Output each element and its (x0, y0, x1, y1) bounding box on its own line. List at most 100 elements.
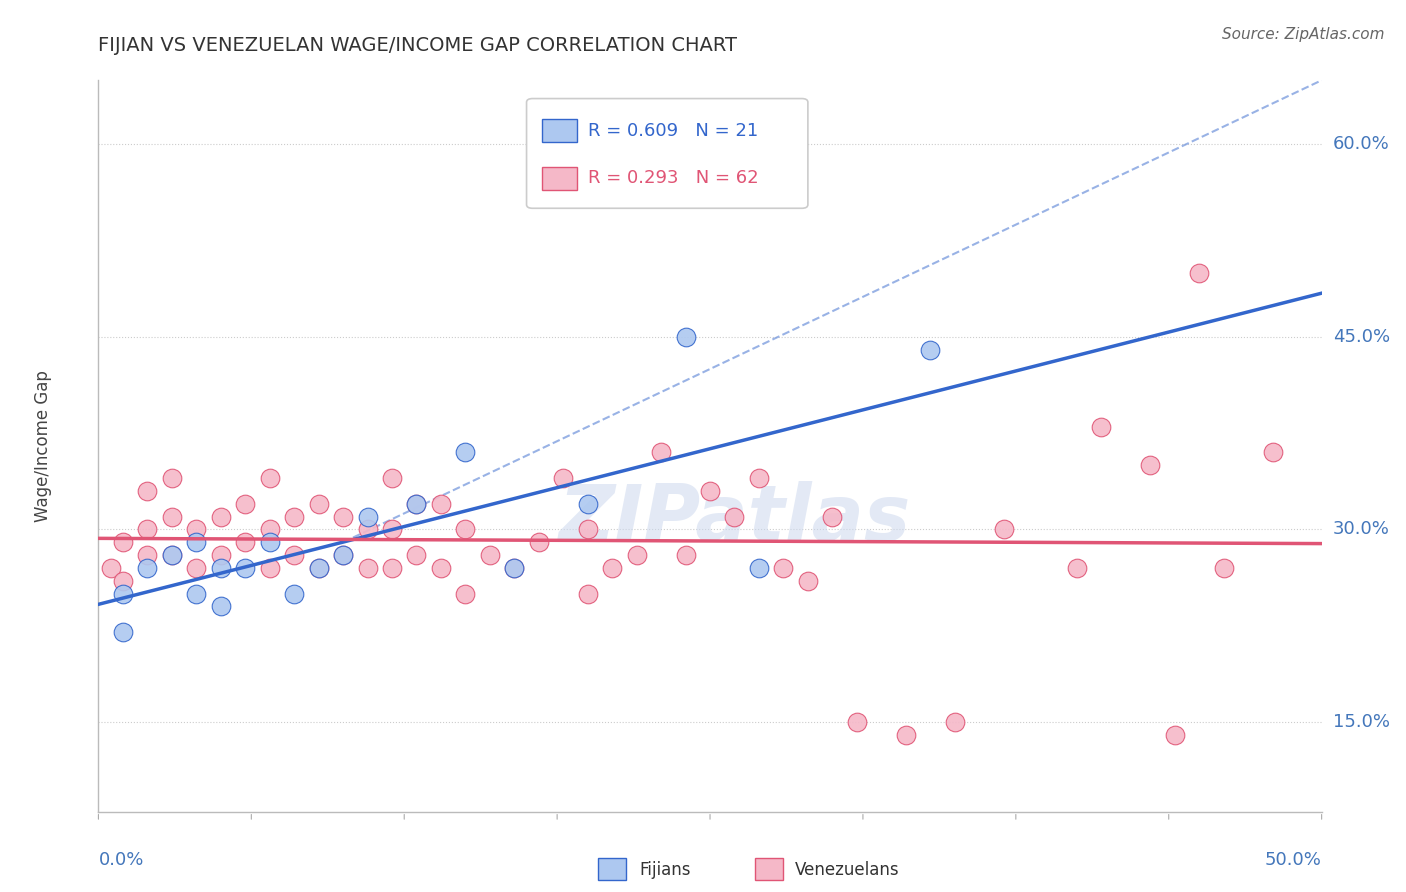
Point (160, 471, 183, 485)
Point (283, 586, 305, 600)
Point (1212, 561, 1234, 575)
Text: 15.0%: 15.0% (1333, 713, 1389, 731)
FancyBboxPatch shape (543, 167, 576, 190)
Point (259, 535, 281, 549)
Point (381, 561, 404, 575)
Point (894, 728, 917, 742)
Point (233, 497, 256, 511)
Point (748, 561, 770, 575)
Point (503, 561, 526, 575)
Point (308, 561, 330, 575)
Point (527, 535, 550, 549)
Point (576, 523, 599, 537)
Point (209, 509, 232, 524)
Text: Wage/Income Gap: Wage/Income Gap (34, 370, 52, 522)
Point (845, 714, 868, 729)
Point (332, 548, 354, 562)
Point (209, 548, 232, 562)
Point (136, 548, 159, 562)
Point (405, 548, 427, 562)
Point (1139, 458, 1161, 473)
Point (675, 548, 697, 562)
Point (283, 548, 305, 562)
Text: Fijians: Fijians (640, 861, 692, 879)
Point (454, 523, 477, 537)
Point (626, 548, 648, 562)
Point (454, 586, 477, 600)
Point (356, 509, 378, 524)
FancyBboxPatch shape (526, 99, 808, 209)
Point (308, 561, 330, 575)
Point (356, 523, 378, 537)
Text: Source: ZipAtlas.com: Source: ZipAtlas.com (1222, 27, 1385, 42)
Point (1261, 445, 1284, 459)
Point (553, 471, 575, 485)
Point (186, 586, 208, 600)
Point (993, 523, 1015, 537)
Point (381, 471, 404, 485)
Text: 50.0%: 50.0% (1265, 851, 1322, 869)
Point (1066, 561, 1088, 575)
Point (209, 599, 232, 614)
Point (259, 471, 281, 485)
Point (308, 497, 330, 511)
Point (136, 561, 159, 575)
Point (600, 561, 623, 575)
Point (136, 483, 159, 498)
Point (405, 497, 427, 511)
FancyBboxPatch shape (543, 119, 576, 143)
Point (430, 561, 453, 575)
Point (111, 586, 134, 600)
Point (111, 535, 134, 549)
Point (233, 535, 256, 549)
Point (186, 523, 208, 537)
Point (821, 509, 844, 524)
Point (405, 497, 427, 511)
Point (332, 548, 354, 562)
Text: 0.0%: 0.0% (98, 851, 143, 869)
Point (209, 561, 232, 575)
Point (160, 548, 183, 562)
Point (797, 574, 820, 588)
Point (576, 586, 599, 600)
Point (332, 509, 354, 524)
Point (723, 509, 745, 524)
Text: Venezuelans: Venezuelans (794, 861, 898, 879)
Point (136, 523, 159, 537)
Point (478, 548, 501, 562)
Point (430, 497, 453, 511)
Point (100, 561, 122, 575)
Point (259, 561, 281, 575)
Point (111, 625, 134, 640)
Text: FIJIAN VS VENEZUELAN WAGE/INCOME GAP CORRELATION CHART: FIJIAN VS VENEZUELAN WAGE/INCOME GAP COR… (98, 36, 737, 54)
Point (356, 561, 378, 575)
Text: 30.0%: 30.0% (1333, 520, 1389, 539)
Point (675, 330, 697, 344)
Point (111, 574, 134, 588)
Point (160, 509, 183, 524)
Text: 60.0%: 60.0% (1333, 136, 1389, 153)
Point (259, 523, 281, 537)
Point (233, 561, 256, 575)
Point (503, 561, 526, 575)
Point (1090, 419, 1112, 434)
Point (920, 343, 942, 357)
Point (1188, 266, 1211, 280)
Text: R = 0.293   N = 62: R = 0.293 N = 62 (588, 169, 758, 187)
Point (650, 445, 672, 459)
Text: 45.0%: 45.0% (1333, 328, 1391, 346)
Text: R = 0.609   N = 21: R = 0.609 N = 21 (588, 121, 758, 140)
Point (943, 714, 966, 729)
Point (381, 523, 404, 537)
Point (160, 548, 183, 562)
Point (1164, 728, 1187, 742)
Point (699, 483, 721, 498)
Point (283, 509, 305, 524)
Text: ZIPatlas: ZIPatlas (558, 481, 911, 558)
Point (186, 535, 208, 549)
Point (454, 445, 477, 459)
Point (186, 561, 208, 575)
Point (748, 471, 770, 485)
Point (576, 497, 599, 511)
Point (772, 561, 794, 575)
